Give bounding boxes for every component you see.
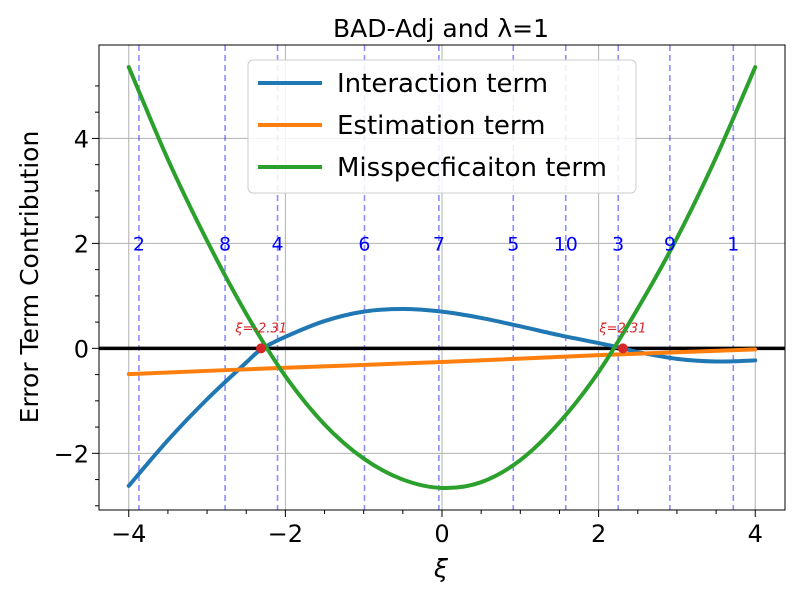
vertical-marker-label: 2 [133,233,145,255]
vertical-marker-label: 10 [554,233,578,255]
y-tick-label: −2 [54,440,89,468]
vertical-marker-labels: 2 8 4 6 7 5 10 3 9 1 [133,233,739,255]
vertical-marker-label: 9 [664,233,676,255]
x-tick-label: 2 [591,520,606,548]
vertical-marker-label: 6 [358,233,370,255]
root-label-0: ξ=-2.31 [234,321,287,336]
root-label-1: ξ=2.31 [598,321,646,336]
root-point-1 [617,343,628,354]
x-axis-title: ξ [433,554,449,583]
x-tick-label: −4 [111,520,146,548]
legend-label-2: Misspecficaiton term [337,153,607,183]
vertical-marker-label: 8 [219,233,231,255]
root-point-0 [256,343,267,354]
root-markers: ξ=-2.31 ξ=2.31 [234,321,646,354]
series-line-estimation-term [126,347,758,377]
legend-box [247,59,637,194]
axis-ticks: −4 −2 0 2 4 −2 0 2 4 [54,85,763,548]
vertical-marker-label: 5 [507,233,519,255]
vertical-marker-label: 1 [727,233,739,255]
y-tick-label: 0 [74,335,89,363]
y-axis-title: Error Term Contribution [15,131,44,424]
vertical-marker-label: 7 [433,233,445,255]
x-tick-label: 0 [434,520,449,548]
legend-label-0: Interaction term [337,69,548,99]
x-tick-label: −2 [268,520,303,548]
y-tick-label: 4 [74,125,89,153]
x-tick-label: 4 [748,520,763,548]
vertical-marker-label: 4 [272,233,284,255]
legend: Interaction term Estimation term Misspecfi… [247,59,637,194]
y-tick-label: 2 [74,230,89,258]
legend-label-1: Estimation term [337,111,545,141]
series-line-misspecficaiton-term [126,65,758,491]
vertical-marker-label: 3 [612,233,624,255]
series-lines [126,65,758,491]
chart-title: BAD-Adj and λ=1 [333,14,549,43]
